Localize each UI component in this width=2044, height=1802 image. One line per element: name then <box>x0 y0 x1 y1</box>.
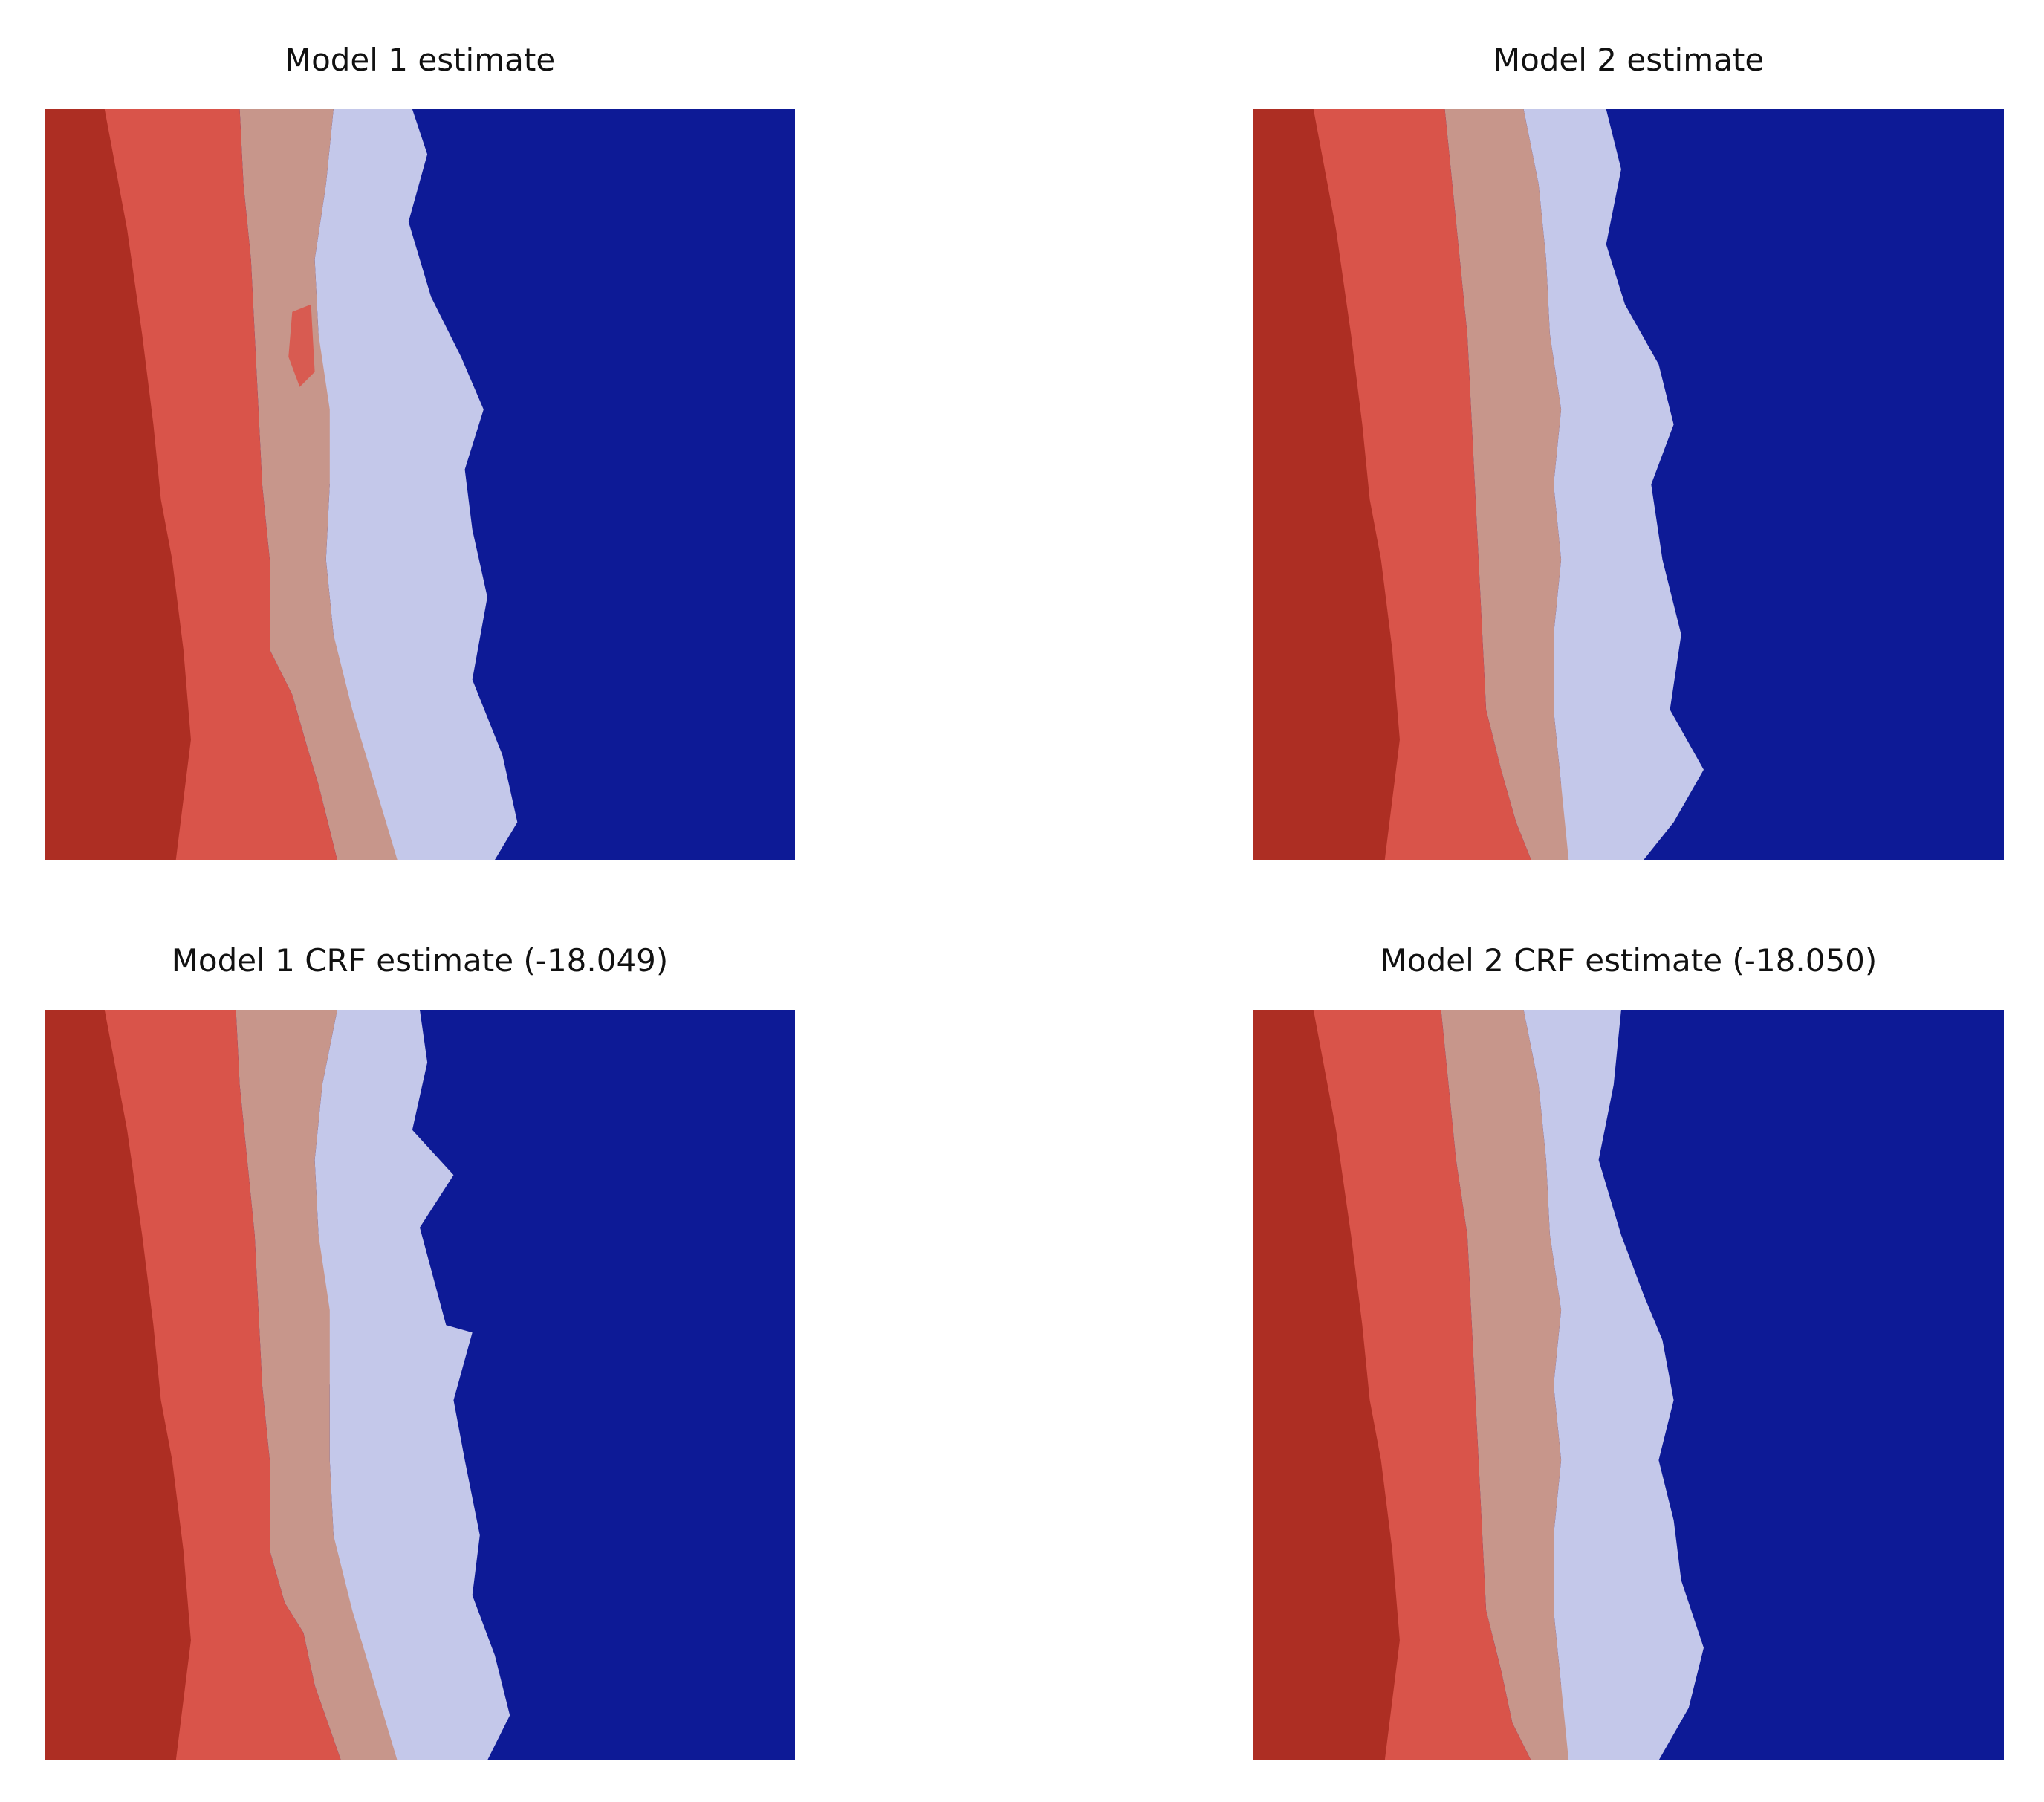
sand-region <box>239 109 398 860</box>
surf-region <box>314 109 518 860</box>
sand-region <box>1441 1010 1569 1760</box>
panel-title-model-1-crf: Model 1 CRF estimate (-18.049) <box>171 942 669 979</box>
panel-title-model-1: Model 1 estimate <box>284 42 556 78</box>
panel-title-model-2-crf: Model 2 CRF estimate (-18.050) <box>1380 942 1878 979</box>
sand-region <box>1444 109 1569 860</box>
vegetation-region <box>45 109 191 860</box>
segmentation-image-model-1-crf <box>45 1010 795 1760</box>
surf-region <box>1523 109 1704 860</box>
segmentation-overlay <box>1253 109 2004 860</box>
vegetation-region <box>45 1010 191 1760</box>
segmentation-image-model-2-crf <box>1253 1010 2004 1760</box>
segmentation-image-model-1 <box>45 109 795 860</box>
segmentation-overlay <box>45 1010 795 1760</box>
vegetation-region <box>1253 1010 1400 1760</box>
panel-title-model-2: Model 2 estimate <box>1493 42 1765 78</box>
sand-region <box>236 1010 398 1760</box>
surf-region <box>314 1010 510 1760</box>
segmentation-image-model-2 <box>1253 109 2004 860</box>
segmentation-overlay <box>1253 1010 2004 1760</box>
segmentation-overlay <box>45 109 795 860</box>
vegetation-region <box>1253 109 1400 860</box>
surf-region <box>1523 1010 1704 1760</box>
